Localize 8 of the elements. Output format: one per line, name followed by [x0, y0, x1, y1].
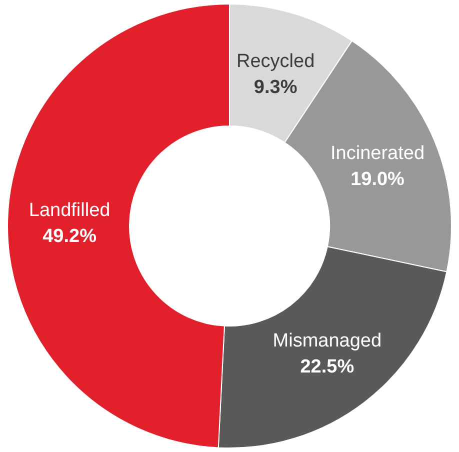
slice-label: Incinerated	[330, 143, 425, 164]
slice-label: Mismanaged	[272, 330, 382, 352]
slice-label: Recycled	[236, 50, 315, 72]
data-label: 49.2%	[42, 226, 97, 247]
data-label: 9.3%	[254, 76, 298, 98]
data-label: 22.5%	[300, 356, 354, 378]
slice-label: Landfilled	[28, 200, 110, 221]
data-label: 19.0%	[350, 169, 405, 190]
